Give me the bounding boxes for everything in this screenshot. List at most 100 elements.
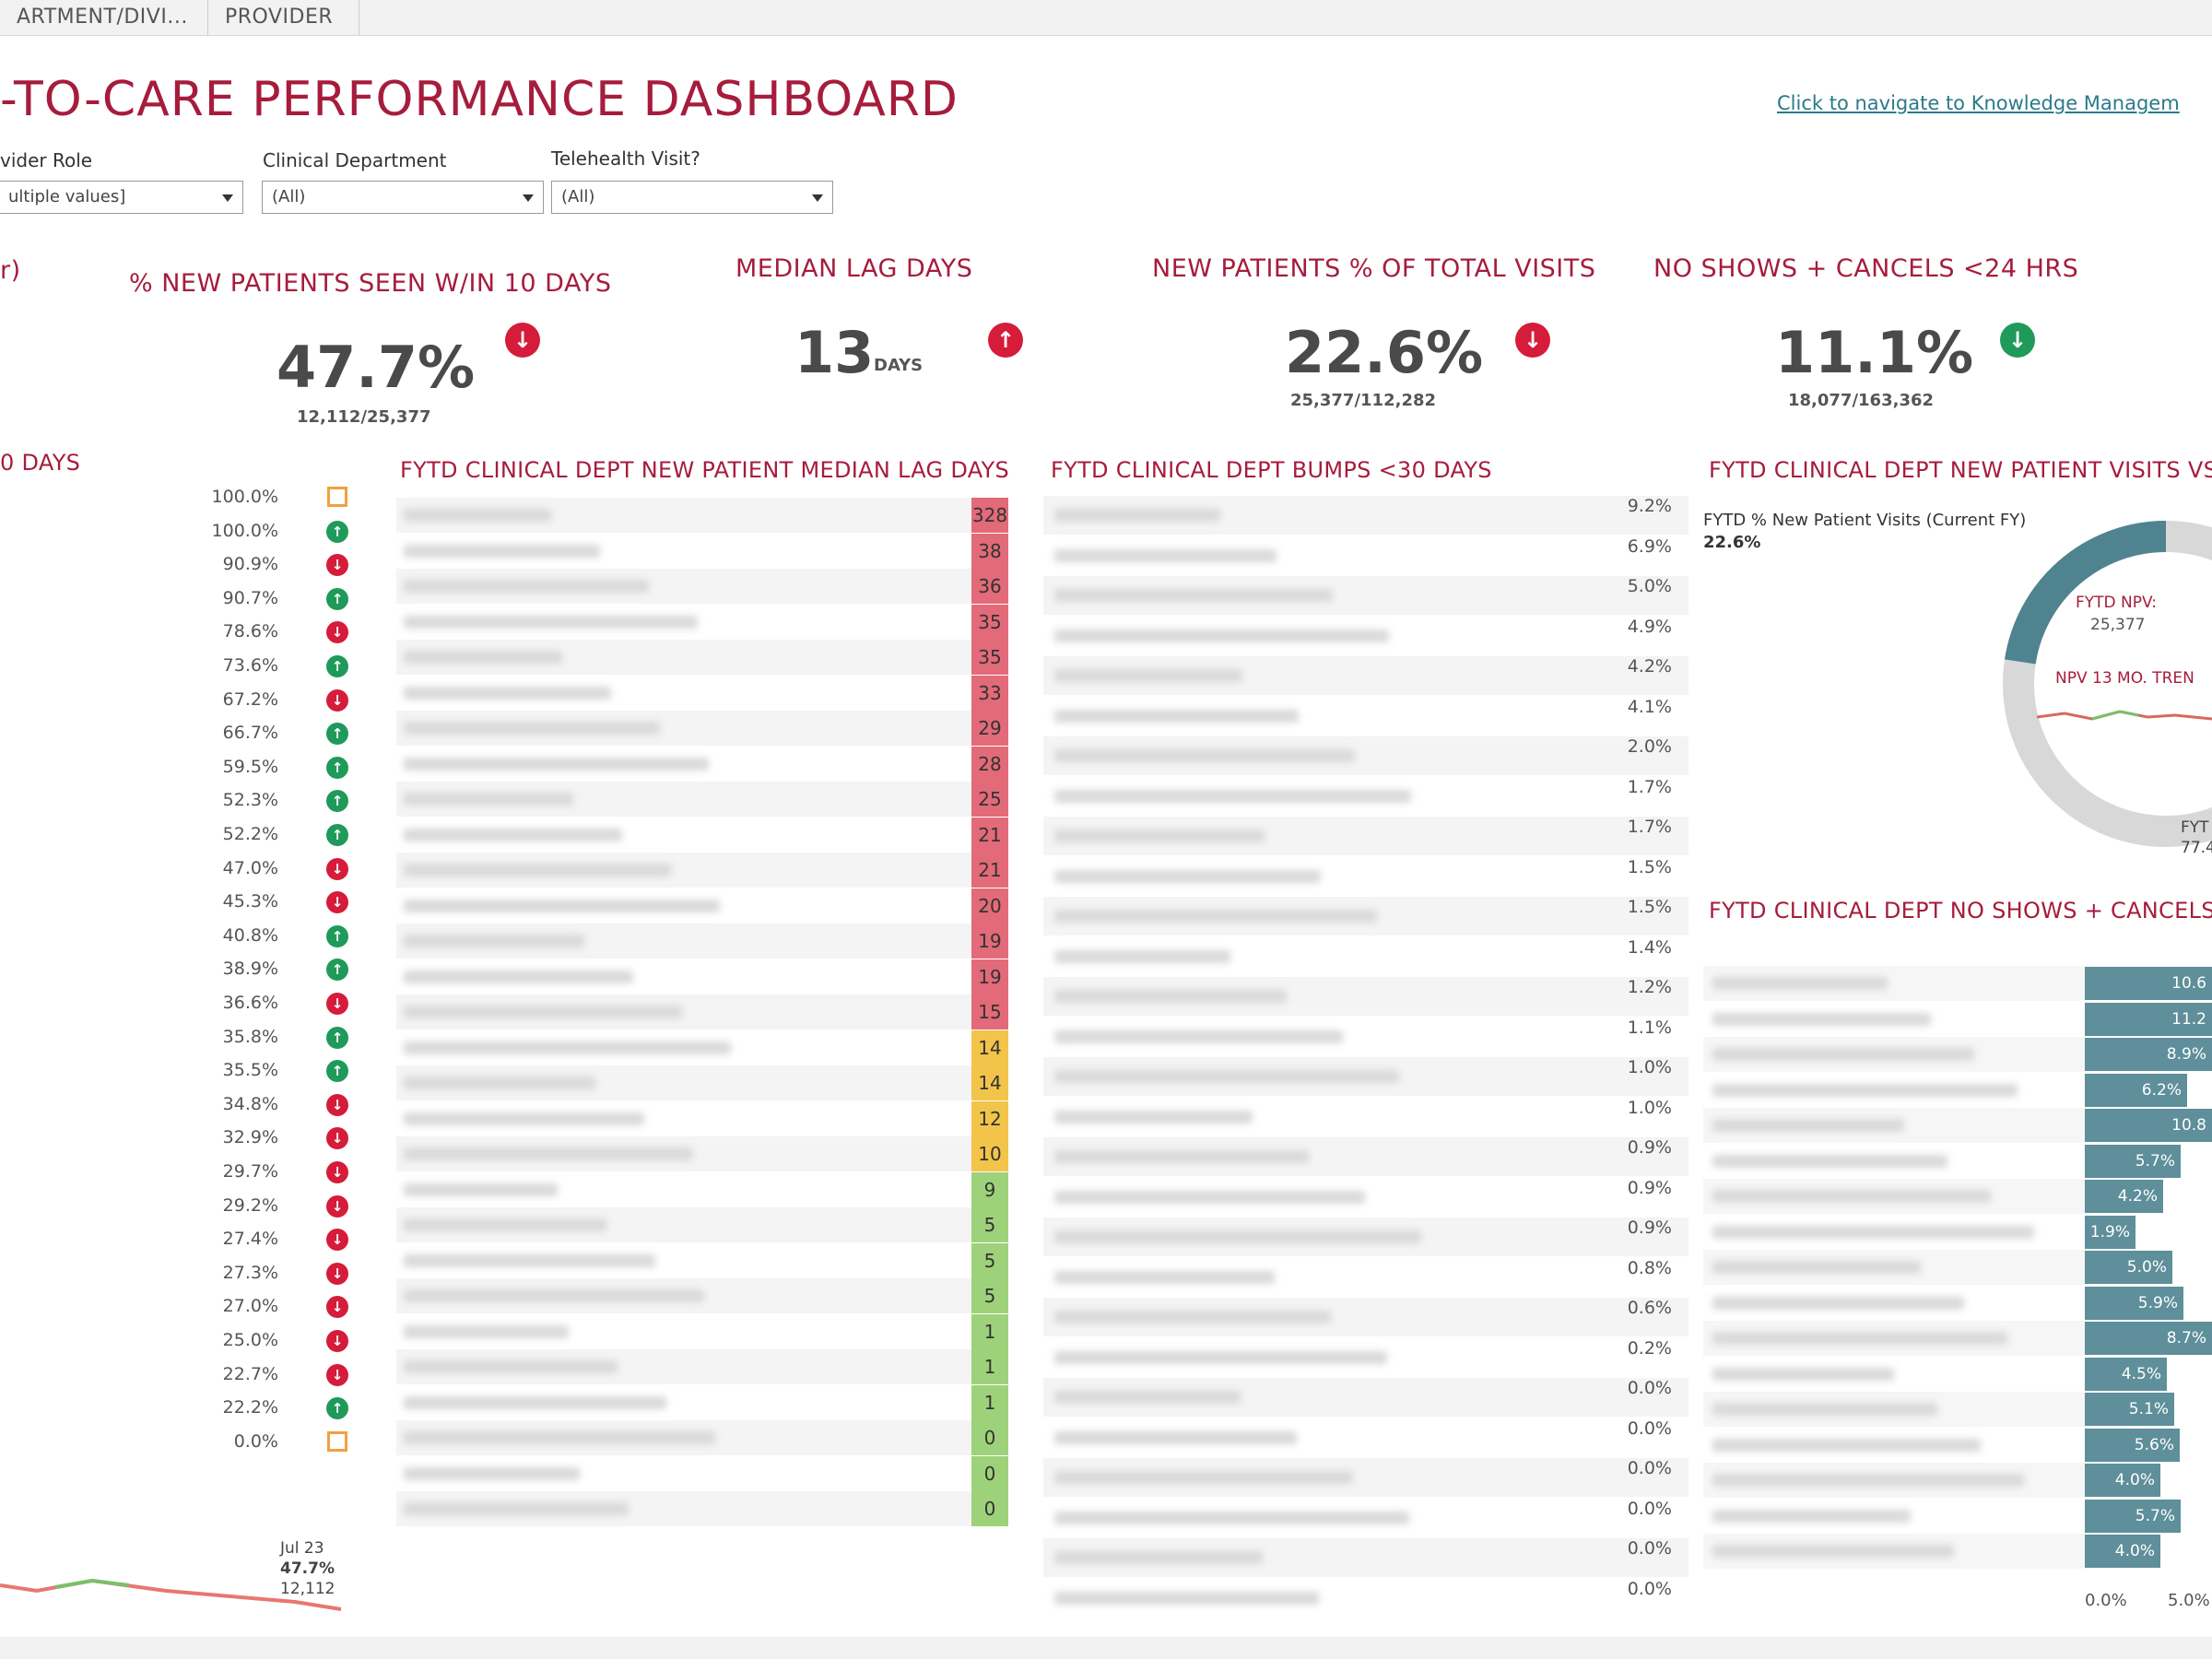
lag-days-row[interactable] (396, 604, 973, 640)
lag-days-row[interactable] (396, 1100, 973, 1136)
noshows-row[interactable] (1703, 1427, 2085, 1463)
lag-days-row[interactable] (396, 1242, 973, 1278)
redacted-department-name (1712, 1261, 1921, 1274)
bumps-row[interactable] (1043, 535, 1688, 575)
lag-days-value: 14 (971, 1065, 1008, 1100)
lag-days-row[interactable] (396, 1349, 973, 1384)
lag-days-row[interactable] (396, 1207, 973, 1242)
lag-days-row[interactable] (396, 959, 973, 994)
redacted-department-name (404, 1218, 606, 1231)
noshows-row[interactable] (1703, 1392, 2085, 1427)
lag-days-row[interactable] (396, 1171, 973, 1207)
lag-days-row[interactable] (396, 817, 973, 853)
lag-days-row[interactable] (396, 640, 973, 675)
lag-days-row[interactable] (396, 1278, 973, 1313)
noshows-row[interactable] (1703, 966, 2085, 1001)
bumps-row[interactable] (1043, 1017, 1688, 1056)
bumps-row[interactable] (1043, 1097, 1688, 1136)
bumps-row[interactable] (1043, 817, 1688, 855)
bumps-value: 0.0% (1627, 1538, 1672, 1559)
trend-down-icon: ↓ (326, 1229, 348, 1252)
bumps-row[interactable] (1043, 1177, 1688, 1217)
bumps-row[interactable] (1043, 736, 1688, 775)
noshows-row[interactable] (1703, 1321, 2085, 1356)
noshows-row[interactable] (1703, 1001, 2085, 1037)
bumps-row[interactable] (1043, 776, 1688, 816)
lag-days-row[interactable] (396, 853, 973, 888)
bumps-row[interactable] (1043, 936, 1688, 976)
lag-days-row[interactable] (396, 1030, 973, 1065)
redacted-department-name (404, 757, 709, 771)
bumps-row[interactable] (1043, 1298, 1688, 1336)
bumps-row[interactable] (1043, 1137, 1688, 1176)
bumps-row[interactable] (1043, 897, 1688, 935)
lag-days-row[interactable] (396, 782, 973, 817)
noshows-row[interactable] (1703, 1356, 2085, 1392)
lag-days-row[interactable] (396, 1455, 973, 1491)
lag-days-value: 12 (971, 1100, 1008, 1136)
noshows-row[interactable] (1703, 1143, 2085, 1179)
bumps-row[interactable] (1043, 1498, 1688, 1537)
knowledge-management-link[interactable]: Click to navigate to Knowledge Managem (1777, 92, 2180, 114)
redacted-department-name (404, 1041, 731, 1054)
bumps-row[interactable] (1043, 977, 1688, 1016)
redacted-department-name (404, 793, 573, 806)
lag-days-row[interactable] (396, 1491, 973, 1526)
lag-days-row[interactable] (396, 1420, 973, 1455)
lag-days-row[interactable] (396, 1313, 973, 1349)
tab-department-division[interactable]: ARTMENT/DIVI... (0, 0, 208, 35)
noshows-row[interactable] (1703, 1498, 2085, 1534)
bumps-row[interactable] (1043, 1418, 1688, 1457)
bumps-row[interactable] (1043, 576, 1688, 615)
filter-telehealth[interactable]: (All) (551, 181, 833, 214)
bumps-row[interactable] (1043, 496, 1688, 535)
redacted-department-name (1712, 1545, 1954, 1558)
noshows-row[interactable] (1703, 1285, 2085, 1321)
noshows-row[interactable] (1703, 1072, 2085, 1108)
lag-days-row[interactable] (396, 498, 973, 533)
lag-days-value: 25 (971, 782, 1008, 817)
lag-days-row[interactable] (396, 533, 973, 569)
lag-days-row[interactable] (396, 924, 973, 959)
bumps-row[interactable] (1043, 1458, 1688, 1497)
bumps-row[interactable] (1043, 1057, 1688, 1096)
filter-clinical-department[interactable]: (All) (262, 181, 544, 214)
noshows-row[interactable] (1703, 1250, 2085, 1285)
noshows-row[interactable] (1703, 1037, 2085, 1072)
bumps-row[interactable] (1043, 696, 1688, 735)
lag-days-row[interactable] (396, 1065, 973, 1100)
bumps-value: 0.0% (1627, 1418, 1672, 1439)
lag-days-row[interactable] (396, 1136, 973, 1171)
lag-days-row[interactable] (396, 746, 973, 782)
bumps-row[interactable] (1043, 656, 1688, 695)
bumps-row[interactable] (1043, 616, 1688, 655)
bumps-row[interactable] (1043, 1337, 1688, 1377)
noshows-row[interactable] (1703, 1108, 2085, 1143)
bumps-row[interactable] (1043, 856, 1688, 896)
bumps-row[interactable] (1043, 1218, 1688, 1256)
bumps-row[interactable] (1043, 1538, 1688, 1577)
lag-days-row[interactable] (396, 888, 973, 924)
redacted-department-name (404, 970, 633, 983)
redacted-department-name (1054, 629, 1389, 642)
lag-days-row[interactable] (396, 1384, 973, 1420)
noshows-bar: 5.7% (2085, 1144, 2181, 1178)
lag-days-row[interactable] (396, 994, 973, 1030)
redacted-department-name (1712, 1083, 2018, 1097)
noshows-row[interactable] (1703, 1534, 2085, 1569)
lag-days-row[interactable] (396, 711, 973, 746)
bumps-row[interactable] (1043, 1378, 1688, 1417)
lag-days-value: 5 (971, 1278, 1008, 1313)
bumps-row[interactable] (1043, 1578, 1688, 1618)
lag-days-row[interactable] (396, 675, 973, 711)
noshows-row[interactable] (1703, 1179, 2085, 1214)
noshows-row[interactable] (1703, 1463, 2085, 1498)
lag-days-value: 10 (971, 1136, 1008, 1171)
bumps-row[interactable] (1043, 1257, 1688, 1297)
tab-provider[interactable]: PROVIDER (208, 0, 359, 35)
noshows-row[interactable] (1703, 1214, 2085, 1250)
filter-provider-role[interactable]: ultiple values] (0, 181, 243, 214)
lag-days-row[interactable] (396, 569, 973, 604)
filter-clinical-department-value: (All) (272, 187, 306, 206)
noshows-bar: 5.7% (2085, 1499, 2181, 1533)
